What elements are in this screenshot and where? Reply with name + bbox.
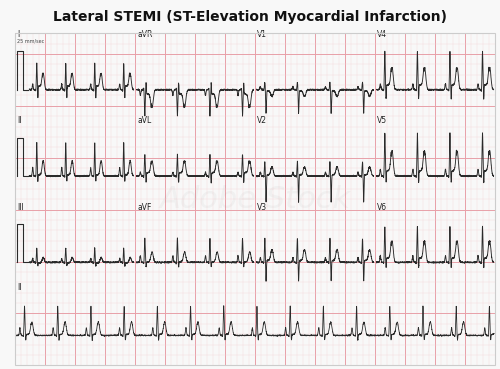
Text: II: II: [18, 283, 22, 292]
Text: V4: V4: [378, 30, 388, 39]
Text: aVL: aVL: [138, 116, 151, 125]
Text: V2: V2: [258, 116, 268, 125]
Text: III: III: [18, 203, 24, 211]
Text: Adobe Stock: Adobe Stock: [160, 185, 350, 214]
Text: V3: V3: [258, 203, 268, 211]
Text: I: I: [18, 30, 20, 39]
Text: aVF: aVF: [138, 203, 152, 211]
Text: V1: V1: [258, 30, 268, 39]
Text: Lateral STEMI (ST-Elevation Myocardial Infarction): Lateral STEMI (ST-Elevation Myocardial I…: [53, 10, 447, 24]
Text: II: II: [18, 116, 22, 125]
Text: aVR: aVR: [138, 30, 153, 39]
Text: 25 mm/sec: 25 mm/sec: [18, 38, 44, 43]
Text: V6: V6: [378, 203, 388, 211]
Text: V5: V5: [378, 116, 388, 125]
